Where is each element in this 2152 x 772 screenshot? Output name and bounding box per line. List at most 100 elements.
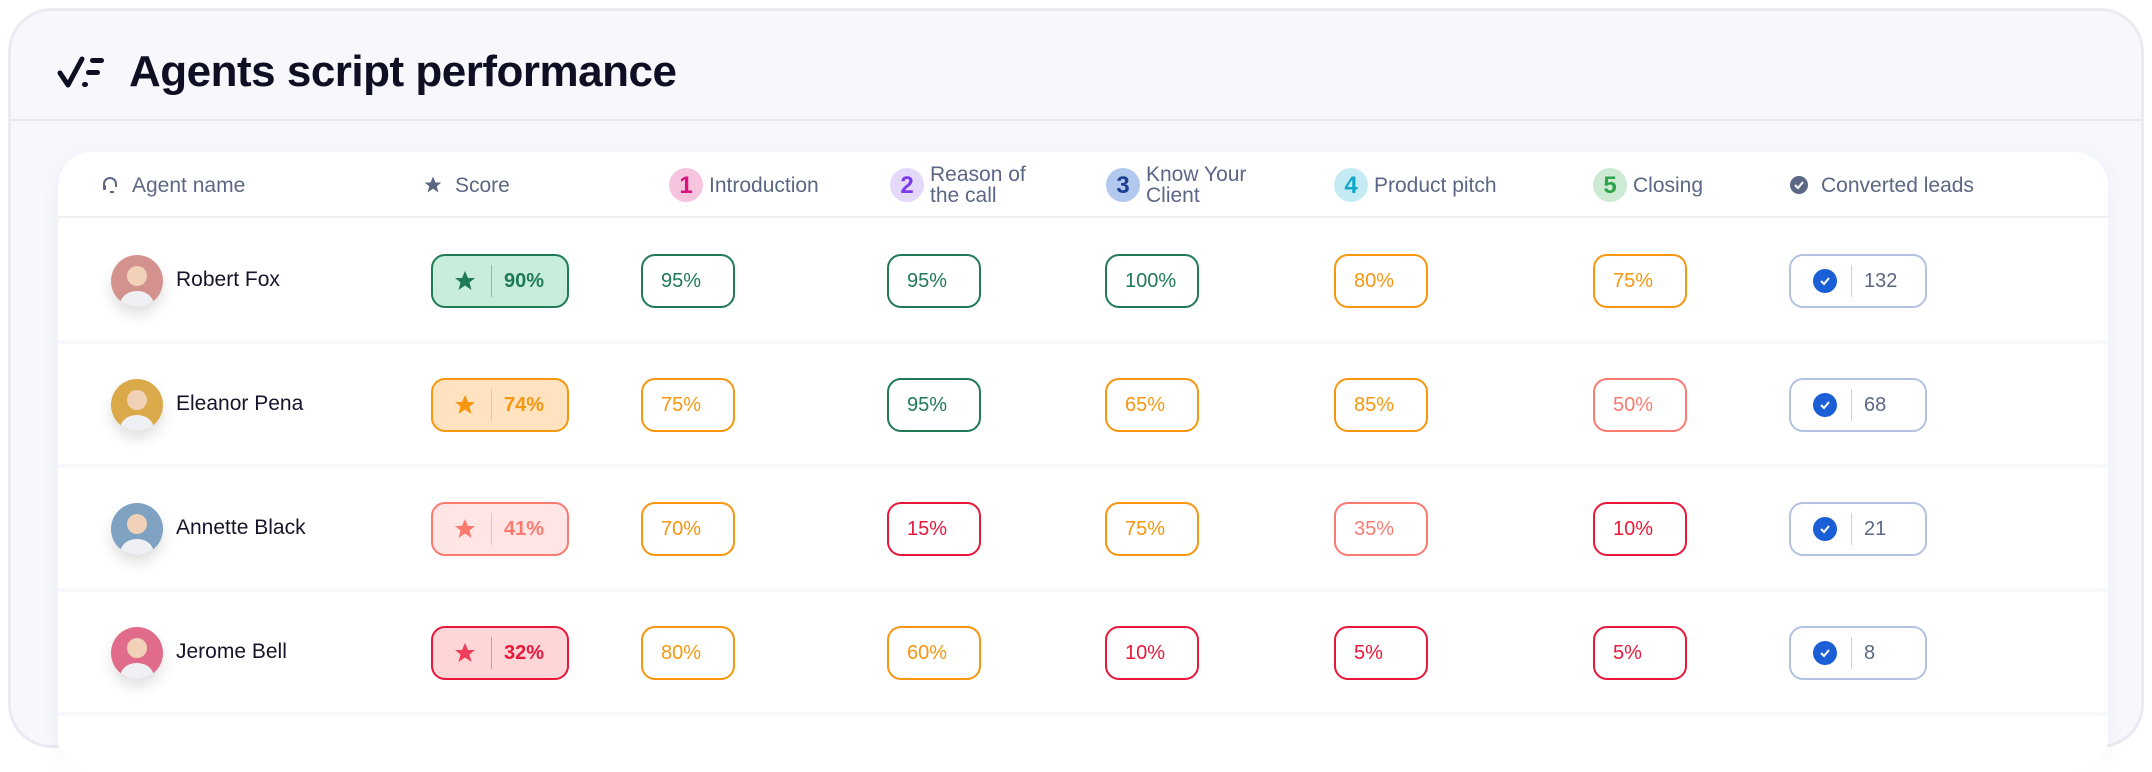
converted-leads-value: 21 [1864,517,1887,540]
converted-leads-value: 8 [1864,641,1876,664]
column-header[interactable]: 1 Introduction [669,152,819,218]
star-icon [453,393,477,417]
step-score-badge[interactable]: 50% [1593,378,1687,432]
check-circle-icon [1789,175,1809,195]
step-score-value: 75% [1125,517,1166,540]
table-row[interactable]: Annette Black 41% 70% 15% 75% 35% 10% 21 [58,468,2108,592]
star-icon [423,175,443,195]
column-label: Know Your Client [1146,163,1247,207]
step-score-badge[interactable]: 75% [1593,254,1687,308]
step-score-value: 5% [1613,641,1642,664]
converted-leads-value: 132 [1864,269,1898,292]
column-header[interactable]: 4 Product pitch [1334,152,1497,218]
performance-table: Agent name Score 1 Introduction 2 Reason of t… [58,152,2108,772]
agent-name: Jerome Bell [176,640,287,663]
step-score-badge[interactable]: 95% [887,378,981,432]
step-score-value: 95% [661,269,702,292]
table-row[interactable]: Jerome Bell 32% 80% 60% 10% 5% 5% 8 [58,592,2108,716]
converted-leads-badge[interactable]: 132 [1789,254,1927,308]
step-score-badge[interactable]: 10% [1593,502,1687,556]
headset-icon [100,175,120,195]
step-score-value: 85% [1354,393,1395,416]
step-number-badge: 1 [669,168,703,202]
step-score-value: 5% [1354,641,1383,664]
step-score-badge[interactable]: 35% [1334,502,1428,556]
column-header[interactable]: 2 Reason of the call [890,152,1050,218]
table-header: Agent name Score 1 Introduction 2 Reason of t… [58,152,2108,218]
step-score-badge[interactable]: 95% [641,254,735,308]
step-score-badge[interactable]: 5% [1334,626,1428,680]
column-label: Agent name [132,173,246,197]
step-number-badge: 2 [890,168,924,202]
step-score-badge[interactable]: 60% [887,626,981,680]
agent-name: Eleanor Pena [176,392,304,415]
bottom-fade [58,732,2108,772]
star-icon [453,269,477,293]
column-header[interactable]: Score [423,152,510,218]
step-number-badge: 3 [1106,168,1140,202]
step-score-badge[interactable]: 95% [887,254,981,308]
avatar [111,379,163,431]
step-score-badge[interactable]: 65% [1105,378,1199,432]
column-label: Score [455,173,510,197]
score-value: 90% [504,269,545,292]
step-score-value: 15% [907,517,948,540]
step-score-badge[interactable]: 80% [1334,254,1428,308]
converted-leads-badge[interactable]: 68 [1789,378,1927,432]
table-row[interactable]: Eleanor Pena 74% 75% 95% 65% 85% 50% 68 [58,344,2108,468]
column-header[interactable]: Agent name [100,152,245,218]
column-header[interactable]: Converted leads [1789,152,1974,218]
score-badge[interactable]: 90% [431,254,569,308]
step-score-badge[interactable]: 70% [641,502,735,556]
converted-leads-badge[interactable]: 21 [1789,502,1927,556]
converted-leads-badge[interactable]: 8 [1789,626,1927,680]
step-score-badge[interactable]: 10% [1105,626,1199,680]
column-label: Introduction [709,173,819,197]
star-icon [453,517,477,541]
step-score-badge[interactable]: 100% [1105,254,1199,308]
column-label: Reason of the call [930,163,1026,207]
step-score-badge[interactable]: 5% [1593,626,1687,680]
column-label: Converted leads [1821,173,1974,197]
step-score-value: 35% [1354,517,1395,540]
step-score-value: 80% [661,641,702,664]
avatar [111,503,163,555]
panel: Agents script performance Agent name Scor… [8,8,2144,772]
step-score-value: 65% [1125,393,1166,416]
score-value: 74% [504,393,545,416]
table-row[interactable]: Robert Fox 90% 95% 95% 100% 80% 75% 132 [58,220,2108,344]
step-score-value: 75% [661,393,702,416]
step-score-badge[interactable]: 75% [1105,502,1199,556]
checklist-icon [57,56,104,88]
check-circle-icon [1813,393,1837,417]
avatar [111,627,163,679]
score-badge[interactable]: 41% [431,502,569,556]
column-header[interactable]: 3 Know Your Client [1106,152,1266,218]
column-header[interactable]: 5 Closing [1593,152,1703,218]
agent-name: Robert Fox [176,268,280,291]
column-label: Closing [1633,173,1704,197]
title-bar: Agents script performance [11,11,2141,121]
step-score-value: 100% [1125,269,1177,292]
check-circle-icon [1813,517,1837,541]
check-circle-icon [1813,641,1837,665]
step-score-badge[interactable]: 80% [641,626,735,680]
step-score-value: 70% [661,517,702,540]
step-score-badge[interactable]: 75% [641,378,735,432]
step-number-badge: 4 [1334,168,1368,202]
star-icon [453,641,477,665]
step-score-value: 10% [1125,641,1166,664]
score-badge[interactable]: 74% [431,378,569,432]
converted-leads-value: 68 [1864,393,1887,416]
step-score-value: 80% [1354,269,1395,292]
step-score-badge[interactable]: 85% [1334,378,1428,432]
column-label: Product pitch [1374,173,1497,197]
step-score-value: 10% [1613,517,1654,540]
step-score-value: 50% [1613,393,1654,416]
step-score-badge[interactable]: 15% [887,502,981,556]
check-circle-icon [1813,269,1837,293]
score-badge[interactable]: 32% [431,626,569,680]
agent-name: Annette Black [176,516,306,539]
step-score-value: 75% [1613,269,1654,292]
step-score-value: 95% [907,269,948,292]
